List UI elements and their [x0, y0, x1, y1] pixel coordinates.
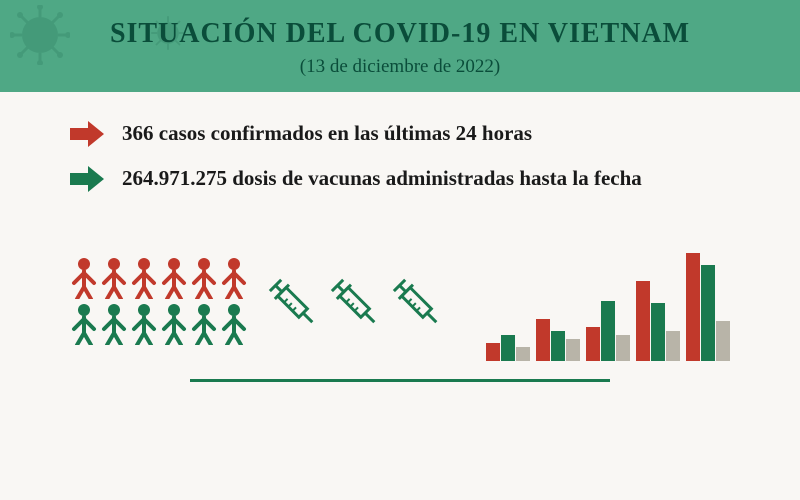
- bar-group: [586, 301, 630, 361]
- chart-bar: [566, 339, 580, 361]
- bar-chart: [486, 241, 730, 361]
- chart-bar: [686, 253, 700, 361]
- person-icon: [220, 257, 248, 299]
- bar-group: [486, 335, 530, 361]
- bar-group: [686, 253, 730, 361]
- virus-icon: [150, 15, 186, 51]
- chart-bar: [636, 281, 650, 361]
- person-icon: [190, 303, 218, 345]
- stats-section: 366 casos confirmados en las últimas 24 …: [0, 92, 800, 221]
- person-icon: [100, 303, 128, 345]
- syringe-icon: [328, 266, 398, 336]
- divider-line: [190, 379, 610, 382]
- chart-bar: [716, 321, 730, 361]
- people-grid: [70, 257, 248, 345]
- syringes-group: [274, 266, 460, 336]
- page-subtitle: (13 de diciembre de 2022): [20, 56, 780, 78]
- person-icon: [70, 257, 98, 299]
- person-icon: [130, 257, 158, 299]
- person-icon: [70, 303, 98, 345]
- person-icon: [100, 257, 128, 299]
- graphics-section: [0, 221, 800, 361]
- person-icon: [160, 303, 188, 345]
- stat-row-cases: 366 casos confirmados en las últimas 24 …: [70, 120, 730, 147]
- syringe-icon: [390, 266, 460, 336]
- bar-group: [536, 319, 580, 361]
- stat-row-doses: 264.971.275 dosis de vacunas administrad…: [70, 165, 730, 192]
- header-banner: SITUACIÓN DEL COVID-19 EN VIETNAM (13 de…: [0, 0, 800, 92]
- chart-bar: [651, 303, 665, 361]
- person-icon: [160, 257, 188, 299]
- chart-bar: [516, 347, 530, 361]
- arrow-right-icon: [70, 166, 104, 192]
- bar-group: [636, 281, 680, 361]
- syringe-icon: [266, 266, 336, 336]
- page-title: SITUACIÓN DEL COVID-19 EN VIETNAM: [20, 18, 780, 50]
- chart-bar: [551, 331, 565, 361]
- chart-bar: [616, 335, 630, 361]
- stat-text: 264.971.275 dosis de vacunas administrad…: [122, 165, 642, 192]
- chart-bar: [586, 327, 600, 361]
- person-icon: [220, 303, 248, 345]
- chart-bar: [536, 319, 550, 361]
- chart-bar: [701, 265, 715, 361]
- virus-icon: [10, 5, 70, 65]
- person-icon: [130, 303, 158, 345]
- chart-bar: [501, 335, 515, 361]
- chart-bar: [601, 301, 615, 361]
- person-icon: [190, 257, 218, 299]
- chart-bar: [486, 343, 500, 361]
- arrow-right-icon: [70, 121, 104, 147]
- chart-bar: [666, 331, 680, 361]
- stat-text: 366 casos confirmados en las últimas 24 …: [122, 120, 532, 147]
